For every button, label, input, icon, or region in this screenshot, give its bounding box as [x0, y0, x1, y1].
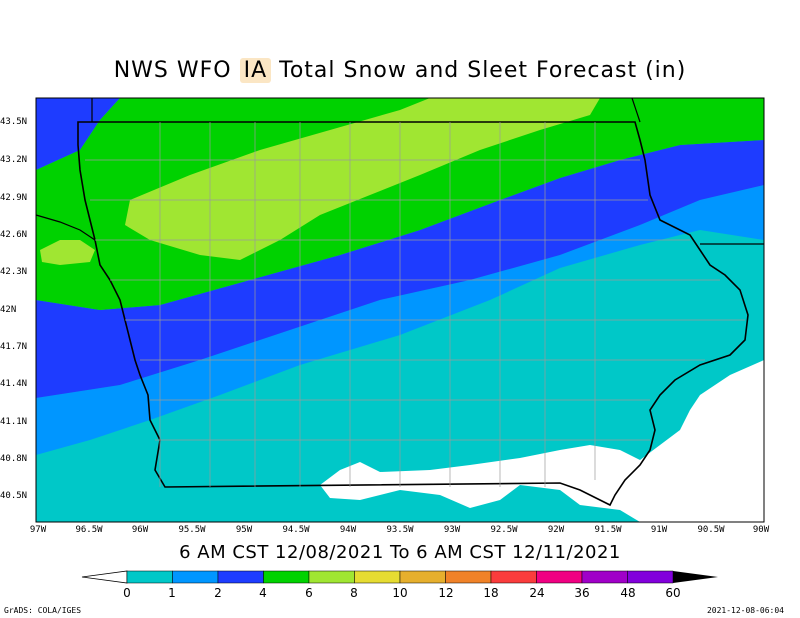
colorbar-label: 2	[214, 586, 222, 600]
colorbar-swatch	[172, 570, 219, 584]
lon-label: 91.5W	[594, 525, 622, 535]
lat-label: 42N	[0, 305, 17, 315]
colorbar-label: 60	[665, 586, 681, 600]
colorbar-min-arrow	[81, 570, 128, 584]
lon-label: 92.5W	[490, 525, 518, 535]
colorbar-swatch	[399, 570, 446, 584]
colorbar-label: 4	[259, 586, 267, 600]
lat-label: 41.7N	[0, 342, 28, 352]
colorbar-label: 8	[350, 586, 358, 600]
colorbar-swatch	[263, 570, 310, 584]
colorbar-swatch	[217, 570, 264, 584]
colorbar	[81, 570, 718, 584]
colorbar-swatch	[490, 570, 537, 584]
lat-label: 41.4N	[0, 379, 28, 389]
lat-label: 40.8N	[0, 454, 28, 464]
lat-label: 40.5N	[0, 491, 28, 501]
lon-label: 92W	[547, 525, 565, 535]
map-title: NWS WFO IA Total Snow and Sleet Forecast…	[0, 58, 800, 83]
colorbar-swatch	[627, 570, 674, 584]
band-6-8	[125, 98, 600, 260]
colorbar-swatch	[354, 570, 401, 584]
lon-label: 93W	[443, 525, 461, 535]
lon-label: 90W	[752, 525, 770, 535]
county-lines	[85, 122, 745, 487]
office-highlight: IA	[239, 58, 272, 83]
lat-label: 43.5N	[0, 117, 28, 127]
colorbar-swatch	[445, 570, 492, 584]
colorbar-label: 6	[305, 586, 313, 600]
colorbar-swatch	[581, 570, 628, 584]
lat-label: 42.6N	[0, 230, 28, 240]
lon-label: 90.5W	[697, 525, 725, 535]
band-6-8-west	[40, 240, 95, 265]
lat-label: 43.2N	[0, 155, 28, 165]
colorbar-label: 0	[123, 586, 131, 600]
lat-label: 42.3N	[0, 267, 28, 277]
lat-label: 42.9N	[0, 193, 28, 203]
lon-label: 97W	[29, 525, 47, 535]
colorbar-swatch	[308, 570, 355, 584]
colorbar-label: 10	[392, 586, 408, 600]
lon-label: 93.5W	[386, 525, 414, 535]
colorbar-swatch	[126, 570, 173, 584]
timestamp-label: 2021-12-08-06:04	[706, 606, 784, 615]
colorbar-label: 18	[483, 586, 499, 600]
title-suffix: Total Snow and Sleet Forecast (in)	[271, 58, 687, 83]
lon-label: 94.5W	[282, 525, 310, 535]
title-prefix: NWS WFO	[113, 58, 240, 83]
colorbar-label: 36	[574, 586, 590, 600]
state-line-west	[35, 214, 96, 241]
lon-label: 96W	[131, 525, 149, 535]
colorbar-label: 1	[168, 586, 176, 600]
colorbar-label: 12	[438, 586, 454, 600]
colorbar-max-arrow	[673, 571, 718, 583]
colorbar-swatch	[536, 570, 583, 584]
lon-label: 95W	[235, 525, 253, 535]
lon-label: 94W	[339, 525, 357, 535]
valid-period: 6 AM CST 12/08/2021 To 6 AM CST 12/11/20…	[179, 542, 621, 563]
colorbar-label: 24	[529, 586, 545, 600]
lon-label: 91W	[650, 525, 668, 535]
lon-label: 95.5W	[178, 525, 206, 535]
colorbar-label: 48	[620, 586, 636, 600]
nodata-south	[320, 360, 764, 522]
lat-label: 41.1N	[0, 417, 28, 427]
state-line-wi-il	[631, 97, 764, 245]
credit-label: GrADS: COLA/IGES	[4, 606, 82, 615]
iowa-outline	[77, 121, 749, 507]
lon-label: 96.5W	[75, 525, 103, 535]
